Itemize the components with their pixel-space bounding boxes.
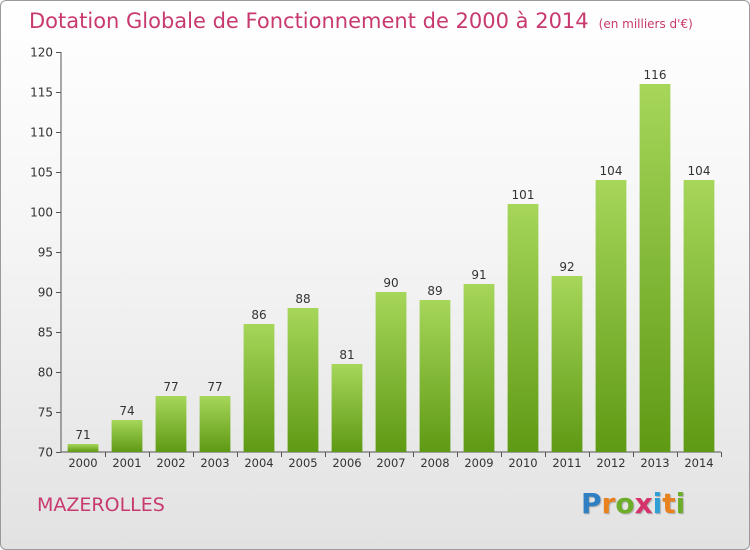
bar <box>639 84 671 452</box>
x-tick-label: 2010 <box>508 456 537 470</box>
bars <box>67 84 715 452</box>
logo-letter: x <box>634 487 653 520</box>
data-label: 77 <box>163 380 178 394</box>
x-tick-label: 2003 <box>200 456 229 470</box>
bar <box>67 444 99 452</box>
y-tick-label: 105 <box>30 166 53 180</box>
bar <box>111 420 143 452</box>
data-label: 86 <box>251 308 266 322</box>
x-tick-label: 2014 <box>684 456 713 470</box>
chart-subtitle: (en milliers d'€) <box>598 17 693 31</box>
y-tick-label: 120 <box>30 46 53 60</box>
bar <box>243 324 275 452</box>
data-label: 71 <box>75 428 90 442</box>
y-tick-label: 80 <box>38 366 53 380</box>
x-tick-label: 2011 <box>552 456 581 470</box>
y-tick-label: 75 <box>38 406 53 420</box>
logo-letter: P <box>581 487 602 520</box>
data-label: 92 <box>559 260 574 274</box>
y-tick-label: 115 <box>30 86 53 100</box>
data-label: 101 <box>512 188 535 202</box>
bar <box>419 300 451 452</box>
y-tick-label: 70 <box>38 446 53 460</box>
bar <box>595 180 627 452</box>
axes: 70 75 80 85 90 95 100 105 110 115 120 2000 2001 2002 2… <box>30 46 722 470</box>
x-tick-label: 2012 <box>596 456 625 470</box>
data-label: 77 <box>207 380 222 394</box>
data-label: 104 <box>688 164 711 178</box>
logo-letter: r <box>601 487 616 520</box>
x-tick-label: 2013 <box>640 456 669 470</box>
bar <box>463 284 495 452</box>
bar <box>199 396 231 452</box>
bar <box>683 180 715 452</box>
data-label: 74 <box>119 404 134 418</box>
data-label: 90 <box>383 276 398 290</box>
x-tick-label: 2007 <box>376 456 405 470</box>
y-tick-label: 85 <box>38 326 53 340</box>
proxiti-logo: Proxiti <box>581 487 685 520</box>
chart-title: Dotation Globale de Fonctionnement de 20… <box>29 9 693 33</box>
town-name: MAZEROLLES <box>37 494 165 516</box>
bar <box>331 364 363 452</box>
data-labels: 71 74 77 77 86 88 81 90 89 91 101 92 104 116 104 <box>75 68 710 442</box>
logo-letter: i <box>652 487 663 520</box>
bar <box>375 292 407 452</box>
x-tick-label: 2002 <box>156 456 185 470</box>
bar <box>507 204 539 452</box>
y-tick-label: 95 <box>38 246 53 260</box>
y-tick-label: 90 <box>38 286 53 300</box>
data-label: 116 <box>644 68 667 82</box>
bar <box>155 396 187 452</box>
x-tick-label: 2009 <box>464 456 493 470</box>
logo-letter: o <box>615 487 635 520</box>
bar <box>551 276 583 452</box>
data-label: 81 <box>339 348 354 362</box>
data-label: 104 <box>600 164 623 178</box>
y-tick-label: 110 <box>30 126 53 140</box>
logo-letter: t <box>662 487 676 520</box>
x-tick-label: 2006 <box>332 456 361 470</box>
bar <box>287 308 319 452</box>
logo-letter: i <box>675 487 686 520</box>
data-label: 91 <box>471 268 486 282</box>
data-label: 89 <box>427 284 442 298</box>
x-tick-label: 2008 <box>420 456 449 470</box>
y-tick-label: 100 <box>30 206 53 220</box>
chart-title-text: Dotation Globale de Fonctionnement de 20… <box>29 9 589 33</box>
data-label: 88 <box>295 292 310 306</box>
x-tick-label: 2001 <box>112 456 141 470</box>
x-tick-label: 2000 <box>68 456 97 470</box>
x-tick-label: 2004 <box>244 456 273 470</box>
x-tick-label: 2005 <box>288 456 317 470</box>
